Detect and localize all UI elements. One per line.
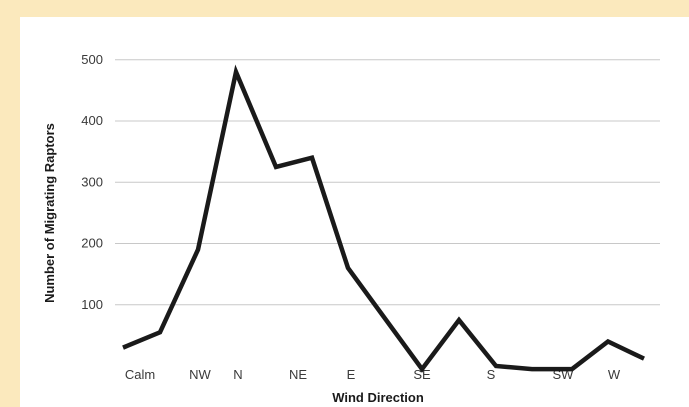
x-tick-label: Calm — [125, 367, 155, 382]
y-tick-labels: 100 200 300 400 500 — [81, 52, 103, 312]
x-tick-label: SE — [413, 367, 431, 382]
x-tick-label: NE — [289, 367, 307, 382]
chart-frame: 100 200 300 400 500 Calm NW N NE E SE S SW W Wind Di… — [20, 17, 689, 407]
series-layer — [122, 64, 645, 373]
series-line — [122, 64, 645, 373]
x-tick-label: NW — [189, 367, 211, 382]
x-tick-label: E — [347, 367, 356, 382]
y-tick-label: 400 — [81, 113, 103, 128]
x-tick-label: W — [608, 367, 621, 382]
y-tick-label: 300 — [81, 174, 103, 189]
grid-lines — [115, 59, 660, 306]
y-tick-label: 200 — [81, 236, 103, 251]
x-tick-label: N — [233, 367, 242, 382]
y-axis-title: Number of Migrating Raptors — [42, 123, 57, 303]
y-tick-label: 500 — [81, 52, 103, 67]
y-tick-label: 100 — [81, 297, 103, 312]
x-axis-title: Wind Direction — [332, 390, 424, 405]
x-tick-label: S — [487, 367, 496, 382]
